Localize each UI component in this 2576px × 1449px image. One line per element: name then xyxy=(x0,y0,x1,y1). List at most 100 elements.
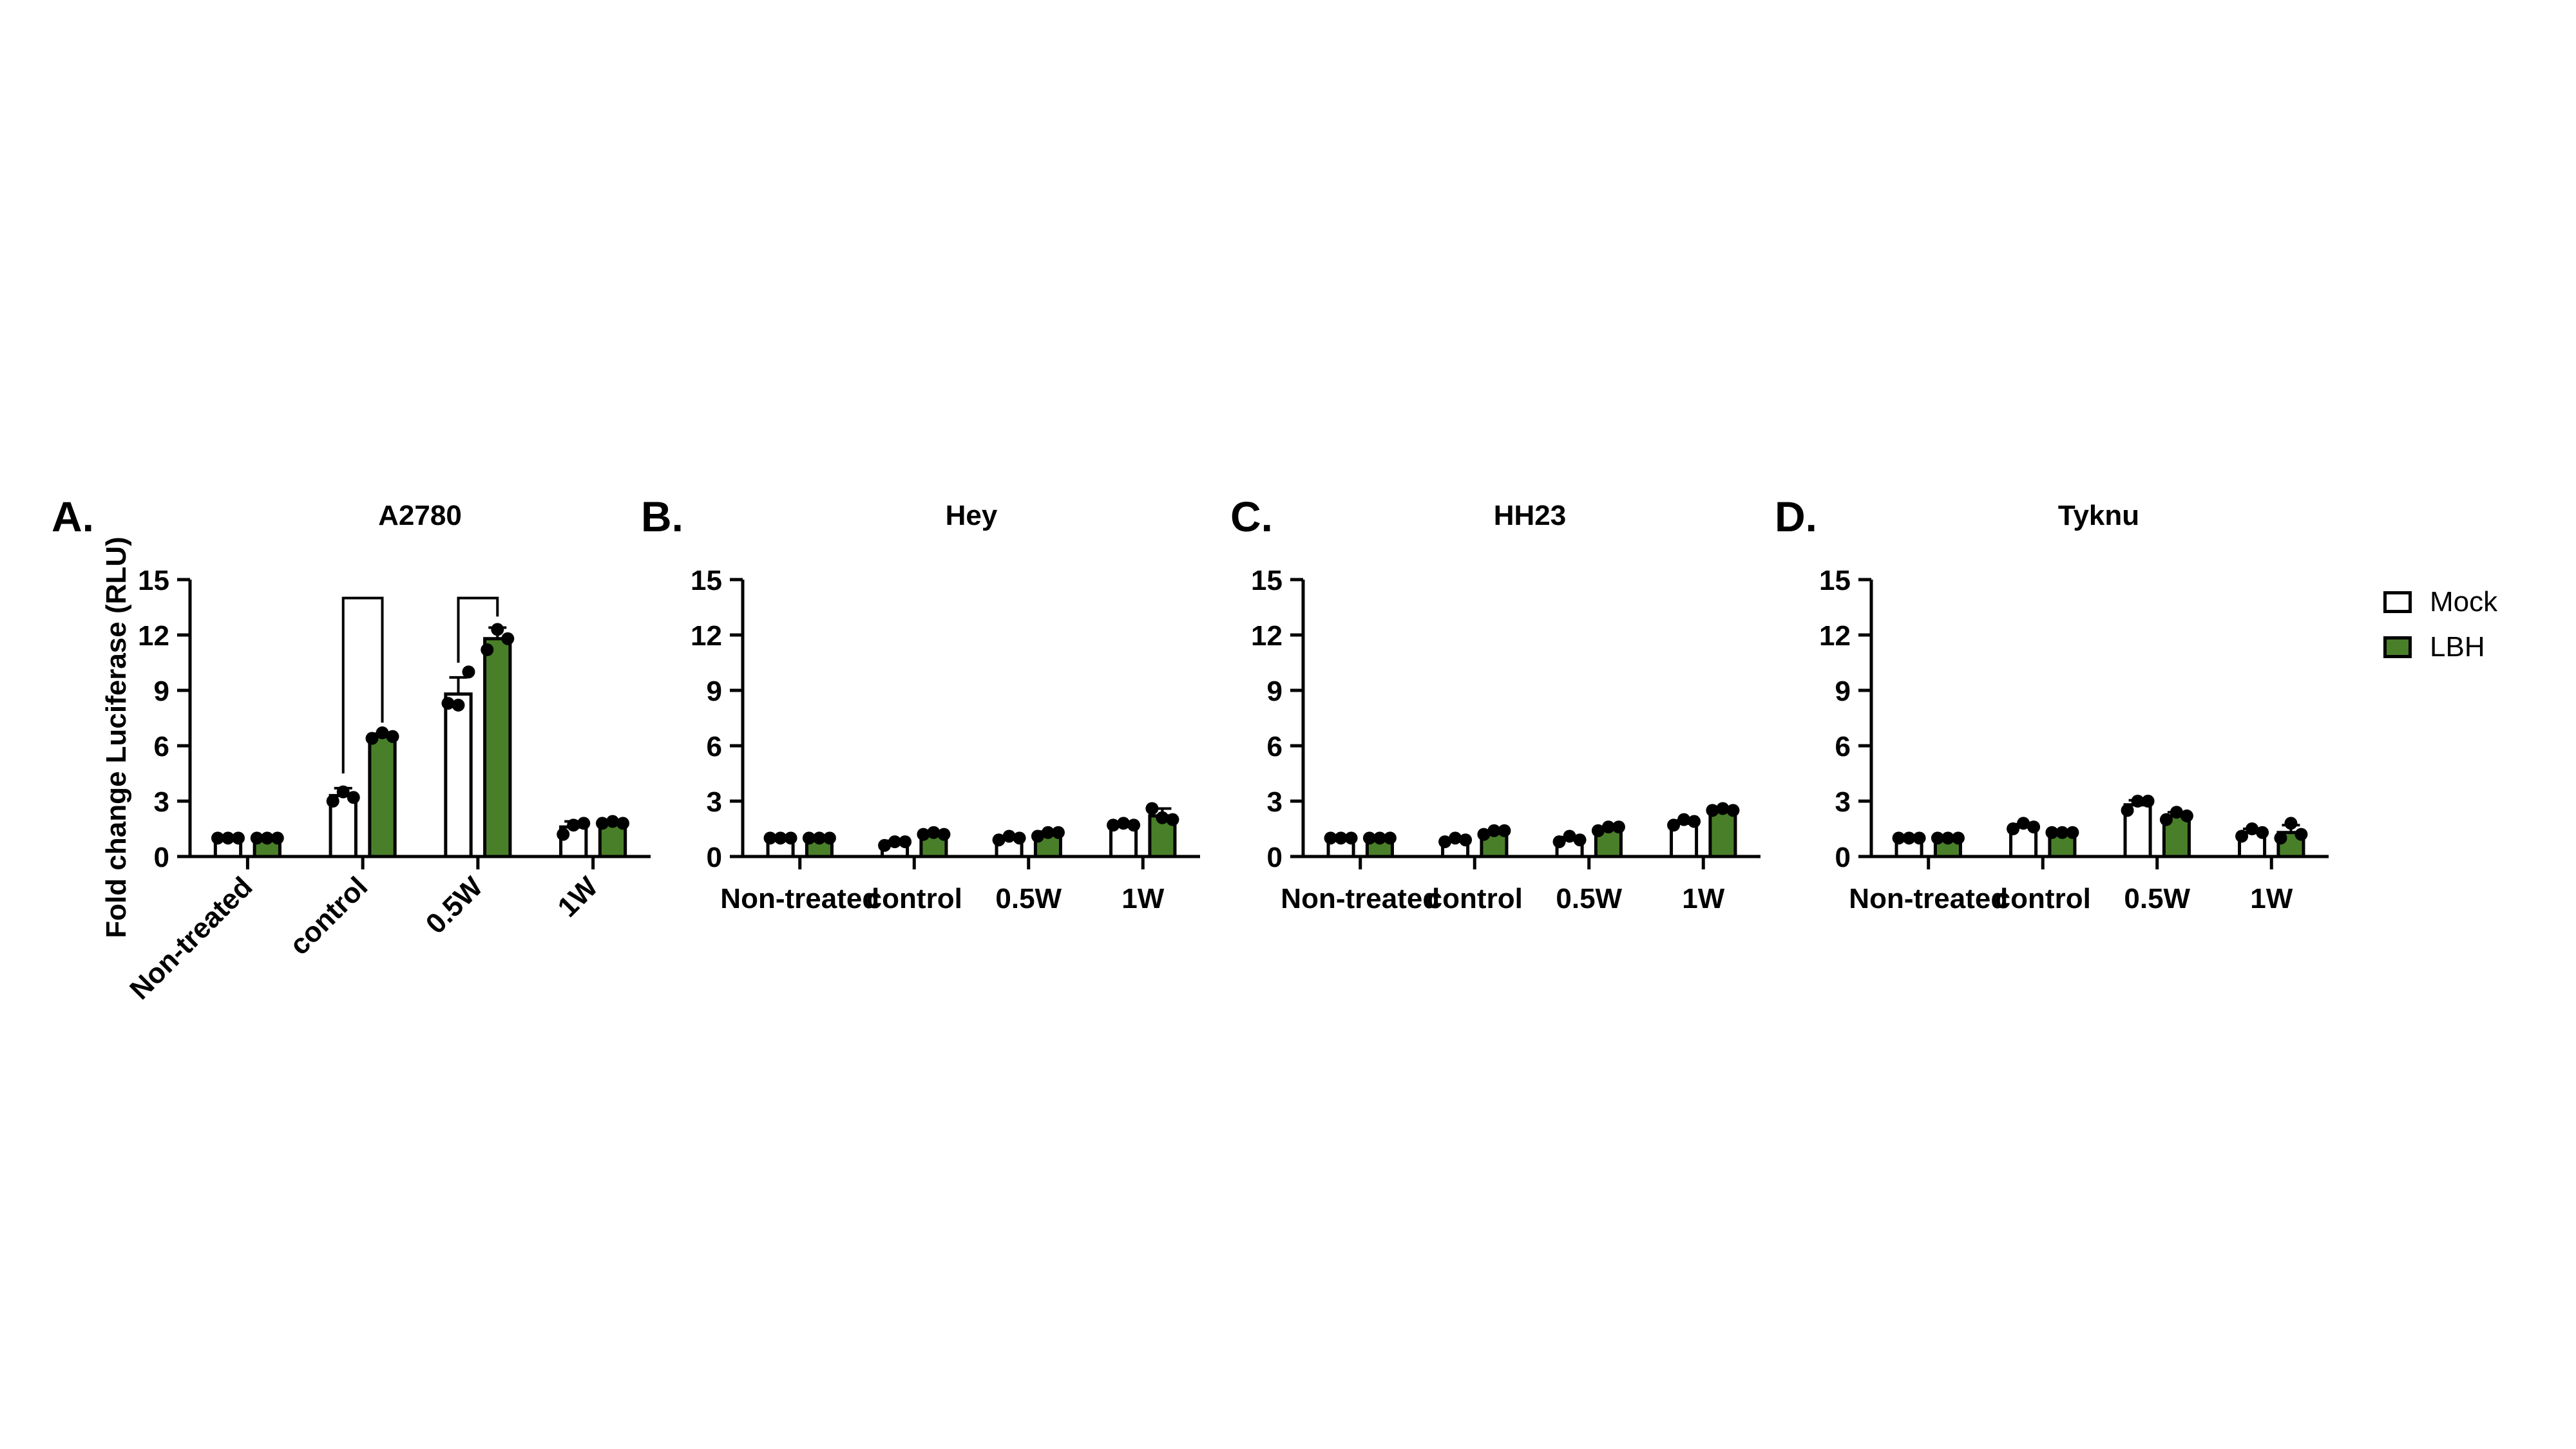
data-point xyxy=(1107,819,1120,832)
data-point xyxy=(1477,828,1491,841)
y-tick-label: 15 xyxy=(691,565,722,596)
y-tick-label: 12 xyxy=(1819,620,1851,652)
data-point xyxy=(501,632,515,645)
y-tick-label: 12 xyxy=(1251,620,1283,652)
data-point xyxy=(386,730,399,743)
data-point xyxy=(1902,831,1916,845)
data-point xyxy=(1449,831,1462,845)
data-point xyxy=(878,838,892,852)
data-point xyxy=(462,665,475,679)
bar xyxy=(444,692,473,858)
data-point xyxy=(917,828,930,841)
data-point xyxy=(937,828,951,841)
data-point xyxy=(1667,819,1681,832)
y-tick-label: 0 xyxy=(1267,842,1283,873)
data-point xyxy=(221,831,234,845)
data-point xyxy=(365,732,379,745)
data-point xyxy=(2056,826,2069,839)
x-tick-label: control xyxy=(1427,883,1523,914)
data-point xyxy=(1612,820,1625,834)
data-point xyxy=(1117,817,1131,830)
data-point xyxy=(2256,826,2269,839)
data-point xyxy=(1156,811,1169,824)
x-tick-label: 0.5W xyxy=(2124,883,2190,914)
y-tick-label: 12 xyxy=(691,620,722,652)
data-point xyxy=(347,791,360,804)
panel-label: D. xyxy=(1775,493,1817,540)
legend-item-lbh: LBH xyxy=(2383,625,2497,670)
y-tick-label: 6 xyxy=(154,731,169,762)
data-point xyxy=(2066,826,2079,839)
x-tick-label: control xyxy=(283,871,374,961)
data-point xyxy=(1941,831,1954,845)
data-point xyxy=(491,623,504,636)
panel-label: B. xyxy=(641,493,683,540)
data-point xyxy=(452,698,465,712)
data-point xyxy=(616,817,630,830)
data-point xyxy=(1438,835,1452,849)
y-tick-label: 9 xyxy=(154,676,169,707)
panel-label: C. xyxy=(1230,493,1273,540)
chart-title: Hey xyxy=(946,500,998,531)
x-tick-label: 0.5W xyxy=(995,883,1062,914)
data-point xyxy=(1552,835,1566,849)
data-point xyxy=(899,835,912,849)
data-point xyxy=(1383,831,1397,845)
data-point xyxy=(812,831,826,845)
data-point xyxy=(1373,831,1386,845)
y-tick-label: 12 xyxy=(138,620,169,652)
data-point xyxy=(774,831,787,845)
panel-label: A. xyxy=(52,493,94,540)
data-point xyxy=(260,831,274,845)
data-point xyxy=(557,828,570,841)
data-point xyxy=(2045,826,2059,839)
data-point xyxy=(2027,820,2041,834)
data-point xyxy=(1324,831,1337,845)
data-point xyxy=(2131,795,2144,808)
data-point xyxy=(2235,829,2249,843)
x-tick-label: 1W xyxy=(2250,883,2293,914)
data-point xyxy=(250,831,263,845)
y-tick-label: 6 xyxy=(1267,731,1283,762)
data-point xyxy=(1573,833,1587,847)
data-point xyxy=(441,697,455,710)
data-point xyxy=(2121,804,2134,817)
y-tick-label: 15 xyxy=(1251,565,1283,596)
data-point xyxy=(1344,831,1358,845)
legend-item-mock: Mock xyxy=(2383,580,2497,625)
data-point xyxy=(326,795,339,808)
data-point xyxy=(606,815,620,828)
data-point xyxy=(1726,804,1740,817)
data-point xyxy=(211,831,224,845)
data-point xyxy=(1041,826,1054,839)
data-point xyxy=(1498,824,1511,837)
data-point xyxy=(1145,802,1159,815)
bar xyxy=(368,735,397,858)
data-point xyxy=(823,831,836,845)
y-tick-label: 3 xyxy=(1835,786,1851,818)
data-point xyxy=(1951,831,1965,845)
y-tick-label: 9 xyxy=(707,676,722,707)
data-point xyxy=(271,831,284,845)
data-point xyxy=(1051,826,1065,839)
data-point xyxy=(2141,795,2155,808)
data-point xyxy=(1166,813,1179,826)
chart-title: HH23 xyxy=(1494,500,1567,531)
data-point xyxy=(888,835,902,849)
x-tick-label: control xyxy=(1995,883,2091,914)
x-tick-label: Non-treated xyxy=(124,871,258,1005)
data-point xyxy=(1591,824,1605,837)
y-tick-label: 3 xyxy=(154,786,169,818)
data-point xyxy=(802,831,816,845)
data-point xyxy=(992,833,1006,847)
x-tick-label: 1W xyxy=(1682,883,1724,914)
data-point xyxy=(2274,831,2287,845)
y-tick-label: 9 xyxy=(1835,676,1851,707)
data-point xyxy=(481,643,494,656)
data-point xyxy=(1031,829,1044,843)
data-point xyxy=(336,785,350,799)
data-point xyxy=(1362,831,1376,845)
data-point xyxy=(2007,822,2020,835)
y-tick-label: 6 xyxy=(707,731,722,762)
